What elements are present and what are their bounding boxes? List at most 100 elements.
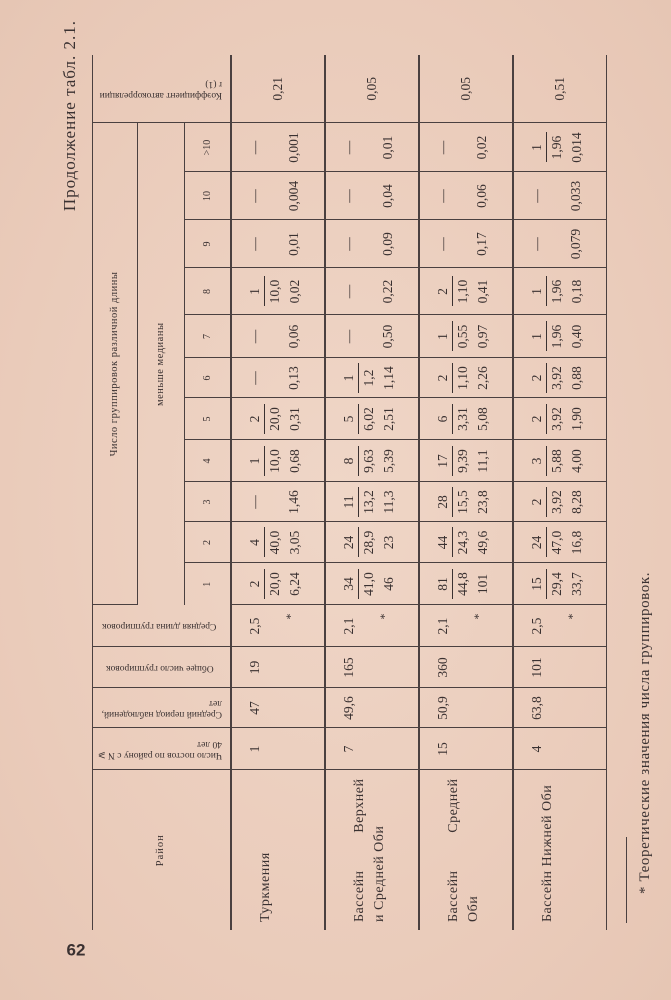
theoretical-mark: * [565,613,579,620]
table-row: Бассейн Нижней Оби 4 63,8 101 2,5 * 15 29,4 33,7… [513,55,607,930]
header-length-8: 8 [184,268,231,315]
group-percent [358,277,377,307]
period-cell: 50,9 [419,688,513,728]
theoretical-mark: * [377,613,391,620]
period-value: 47 [247,701,262,715]
group-count: 24 [529,535,544,550]
group-theoretical: 0,004 [286,180,301,212]
period-cell: 47 [231,688,325,728]
period-cell: 49,6 [325,688,419,728]
group-count-cell: 4 40,0 3,05 [231,522,325,563]
group-count-cell: — 0,09 [325,220,419,268]
group-theoretical: 0,40 [569,324,584,349]
group-theoretical: 0,06 [474,184,489,208]
group-theoretical: 6,24 [287,572,302,596]
group-percent: 20,0 [264,569,284,599]
region-label-line: Бассейн Средней [444,779,464,923]
group-theoretical: 23 [381,535,396,550]
group-percent: 3,92 [546,487,566,517]
group-percent [358,229,377,259]
group-count-cell: — 0,01 [231,220,325,268]
header-length-3: 3 [184,482,231,522]
data-table: Район Число постов по району с N ⩾ 40 ле… [92,55,607,930]
total-groups-value: 19 [247,660,262,675]
stations-cell: 4 [513,728,607,770]
group-theoretical: 33,7 [569,572,584,596]
group-percent [264,133,283,163]
autocorr-cell: 0,05 [325,55,419,123]
group-percent [546,181,565,211]
group-percent: 29,4 [546,569,566,599]
group-count-cell: 1 1,96 0,40 [513,315,607,358]
region-label-text: Бассейн Средней [446,778,461,923]
group-count: 15 [529,577,544,591]
stations-cell: 1 [231,728,325,770]
group-theoretical: 2,51 [381,407,396,431]
group-percent: 9,63 [358,446,378,476]
group-count-cell: — 0,06 [419,172,513,220]
group-count: — [247,329,262,344]
autocorr-cell: 0,51 [513,55,607,123]
total-groups-cell: 165 [325,647,419,688]
group-theoretical: 8,28 [569,490,584,514]
mean-length-value: 2,5 [529,617,544,635]
group-count-cell: 2 3,92 1,90 [513,398,607,440]
group-count-cell: 11 13,2 11,3 [325,482,419,522]
header-period: Средний период наблюдений, лет [92,688,231,728]
header-autocorr: Коэффициент автокорреляции r (1) [92,55,231,123]
group-count: — [435,140,450,155]
group-count: 2 [247,580,262,588]
region-label: Бассейн Нижней Оби [514,771,558,931]
header-length-1: 1 [201,581,213,587]
group-count-cell: 2 1,10 0,41 [419,268,513,315]
group-theoretical: 0,18 [569,279,584,304]
region-label: Туркмения [232,771,276,931]
group-theoretical: 0,01 [286,232,301,256]
stations-cell: 7 [325,728,419,770]
group-theoretical: 0,97 [475,324,490,349]
group-count: — [247,237,262,251]
mean-length-value: 2,1 [435,617,450,635]
mean-length-cell: 2,1 * [325,605,419,647]
group-count-cell: 1 1,2 1,14 [325,358,419,398]
group-percent: 47,0 [546,527,566,558]
mean-length-cell: 2,5 * [513,605,607,647]
group-theoretical: 0,17 [474,232,489,256]
period-cell: 63,8 [513,688,607,728]
mean-length-cell: 2,5 * [231,605,325,647]
group-theoretical: 5,39 [381,449,396,473]
stations-value: 7 [341,745,356,753]
group-count-cell: 2 20,0 6,24 [231,563,325,605]
group-count: — [247,189,262,203]
group-count-cell: 17 9,39 11,1 [419,440,513,482]
group-count-cell: — 0,01 [325,123,419,172]
group-percent: 1,10 [452,276,472,307]
group-theoretical: 0,033 [568,180,583,212]
group-count-cell: 1 10,0 0,68 [231,440,325,482]
group-count: 8 [341,457,356,465]
group-count-cell: — 0,17 [419,220,513,268]
group-count: 1 [341,374,356,382]
group-percent: 10,0 [264,276,284,307]
group-count-cell: — 0,001 [231,123,325,172]
group-percent: 9,39 [452,446,472,476]
region-cell: Бассейн Верхней и Средней Оби [325,770,419,930]
group-count: 1 [247,288,262,295]
group-theoretical: 0,02 [474,135,489,160]
mean-length-value: 2,5 [247,617,262,635]
group-percent [358,181,377,211]
group-count: 81 [435,577,450,591]
group-percent: 1,96 [546,321,566,352]
header-length-9: 9 [184,220,231,268]
group-percent: 41,0 [358,569,378,599]
group-theoretical: 0,079 [568,228,583,260]
group-theoretical: 0,31 [287,407,302,431]
group-theoretical: 16,8 [569,530,584,555]
table-continuation-caption: Продолжение табл. 2.1. [60,20,79,212]
region-cell: Бассейн Средней Оби [419,770,513,930]
group-percent: 13,2 [358,487,378,517]
group-count: — [341,284,356,299]
group-percent: 1,96 [546,132,566,163]
region-label-line: Туркмения [258,852,273,922]
